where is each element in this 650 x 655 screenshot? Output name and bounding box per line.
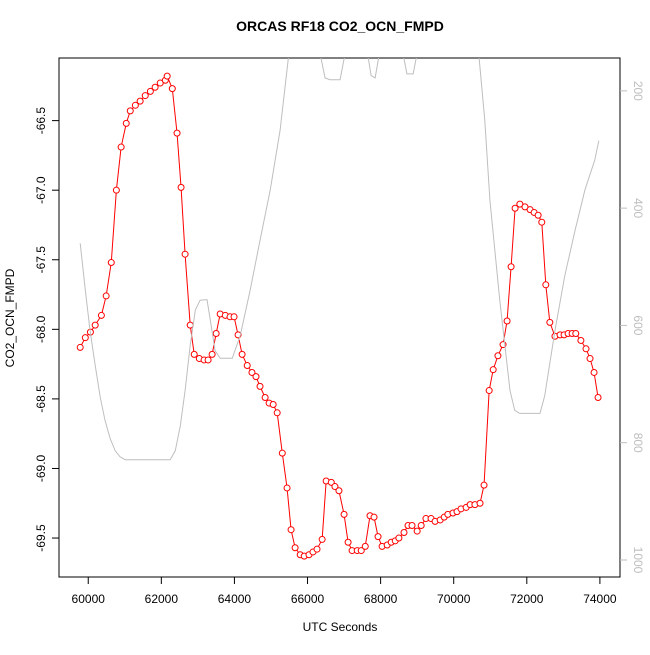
data-point — [126, 107, 134, 115]
data-point — [190, 350, 198, 358]
data-point — [81, 334, 89, 342]
data-point — [173, 129, 181, 137]
data-point — [511, 204, 519, 212]
data-point — [168, 85, 176, 93]
series-line — [79, 58, 600, 461]
y-tick-label: -69.0 — [34, 454, 48, 482]
data-point — [252, 373, 260, 381]
data-point — [181, 250, 189, 258]
data-point — [243, 362, 251, 370]
data-point — [291, 544, 299, 552]
plot-area — [76, 58, 602, 560]
data-point — [283, 484, 291, 492]
y-tick-label: -67.5 — [34, 246, 48, 274]
y2-tick-label: 400 — [631, 198, 645, 218]
y2-tick-label: 200 — [631, 81, 645, 101]
data-point — [489, 366, 497, 374]
x-tick-label: 64000 — [218, 592, 252, 606]
x-tick-label: 60000 — [72, 592, 106, 606]
data-point — [146, 87, 154, 95]
data-point — [374, 533, 382, 541]
data-point — [102, 292, 110, 300]
data-point — [208, 350, 216, 358]
x-tick-label: 74000 — [583, 592, 617, 606]
data-point — [212, 330, 220, 338]
data-point — [117, 143, 125, 151]
data-point — [256, 382, 264, 390]
data-point — [572, 330, 580, 338]
y-tick-label: -68.5 — [34, 385, 48, 413]
data-point — [546, 318, 554, 326]
data-point — [177, 183, 185, 191]
data-point — [278, 449, 286, 457]
data-point — [136, 97, 144, 105]
data-point — [331, 483, 339, 491]
x-tick-label: 66000 — [291, 592, 325, 606]
data-point — [151, 83, 159, 91]
data-point — [476, 499, 484, 507]
data-point — [186, 321, 194, 329]
data-point — [408, 522, 416, 530]
data-point — [131, 101, 139, 109]
data-point — [494, 352, 502, 360]
y-tick-label: -67.0 — [34, 176, 48, 204]
data-point — [507, 263, 515, 271]
data-point — [204, 356, 212, 364]
data-point — [163, 72, 171, 80]
x-tick-label: 68000 — [364, 592, 398, 606]
data-point — [340, 510, 348, 518]
data-point — [417, 522, 425, 530]
data-point — [538, 218, 546, 226]
data-point — [400, 528, 408, 536]
data-point — [413, 527, 421, 535]
y2-tick-label: 600 — [631, 315, 645, 335]
data-point — [485, 387, 493, 395]
data-point — [357, 547, 365, 555]
data-point — [230, 313, 238, 321]
data-point — [318, 535, 326, 543]
data-point — [577, 336, 585, 344]
x-tick-label: 70000 — [437, 592, 471, 606]
data-point — [122, 119, 130, 127]
y-axis-label: CO2_OCN_FMPD — [3, 268, 17, 367]
data-point — [269, 400, 277, 408]
data-point — [273, 409, 281, 417]
chart-title: ORCAS RF18 CO2_OCN_FMPD — [236, 18, 444, 34]
y-tick-label: -66.5 — [34, 107, 48, 135]
data-point — [335, 487, 343, 495]
data-point — [370, 513, 378, 521]
y-tick-label: -68.0 — [34, 315, 48, 343]
plot-frame — [58, 57, 621, 578]
data-point — [361, 542, 369, 550]
data-point — [542, 281, 550, 289]
data-point — [480, 481, 488, 489]
data-point — [313, 545, 321, 553]
data-point — [287, 526, 295, 534]
y2-tick-label: 800 — [631, 433, 645, 453]
data-point — [586, 355, 594, 363]
data-point — [238, 350, 246, 358]
data-point — [594, 394, 602, 402]
data-point — [76, 343, 84, 351]
y2-tick-label: 1000 — [631, 547, 645, 574]
x-tick-label: 72000 — [510, 592, 544, 606]
data-point — [534, 211, 542, 219]
data-point — [141, 92, 149, 100]
x-axis-label: UTC Seconds — [303, 620, 378, 634]
y-tick-label: -69.5 — [34, 524, 48, 552]
data-point — [503, 317, 511, 325]
data-point — [344, 538, 352, 546]
data-point — [91, 321, 99, 329]
data-point — [582, 345, 590, 353]
data-point — [97, 311, 105, 319]
data-point — [112, 186, 120, 194]
data-point — [395, 534, 403, 542]
data-point — [248, 368, 256, 376]
data-point — [261, 394, 269, 402]
data-point — [107, 259, 115, 267]
x-tick-label: 62000 — [145, 592, 179, 606]
data-point — [590, 368, 598, 376]
